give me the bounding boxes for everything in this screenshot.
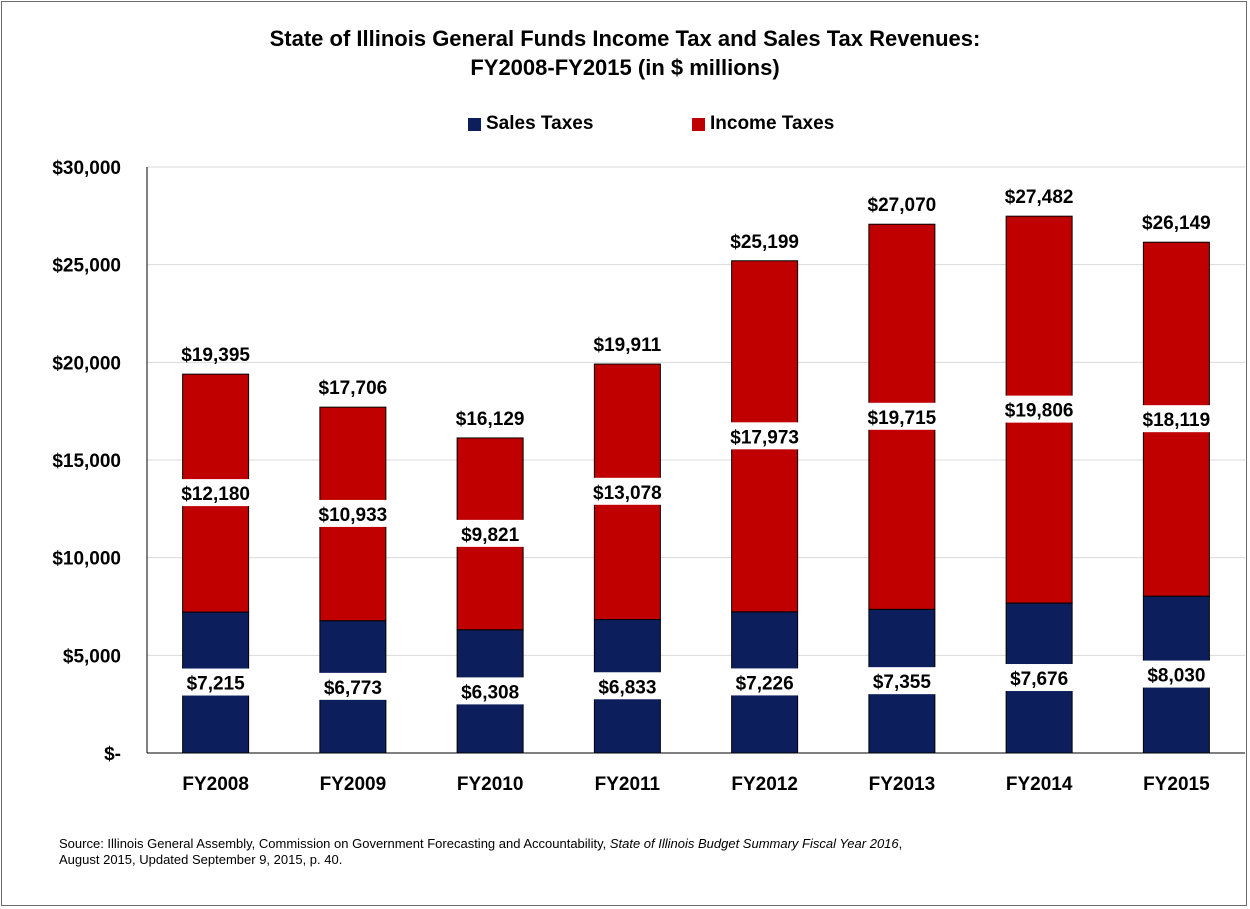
y-tick-label: $10,000 <box>52 549 121 570</box>
total-label: $26,149 <box>1142 213 1211 234</box>
x-tick-label: FY2014 <box>1006 774 1073 795</box>
legend-swatch-sales-taxes <box>468 117 481 131</box>
legend-item-sales-taxes: Sales Taxes <box>468 113 593 135</box>
total-label: $25,199 <box>730 232 799 253</box>
data-label-bg <box>169 668 262 696</box>
data-label-bg <box>993 395 1086 423</box>
total-label: $19,911 <box>594 335 662 356</box>
data-label-bg <box>444 519 537 547</box>
data-label-sales-taxes: $7,676 <box>1010 669 1068 690</box>
data-label-group: $19,806 <box>993 395 1086 423</box>
data-label-bg <box>855 667 948 695</box>
data-label-income-taxes: $19,715 <box>868 408 937 429</box>
total-label: $17,706 <box>319 378 388 399</box>
data-label-income-taxes: $18,119 <box>1143 410 1211 431</box>
chart-subtitle: FY2008-FY2015 (in $ millions) <box>470 55 780 80</box>
data-label-sales-taxes: $6,308 <box>461 682 519 703</box>
x-tick-label: FY2015 <box>1143 774 1210 795</box>
data-label-income-taxes: $13,078 <box>593 483 662 504</box>
total-label: $27,070 <box>868 195 937 216</box>
data-label-income-taxes: $10,933 <box>319 505 388 526</box>
y-tick-label: $20,000 <box>52 353 121 374</box>
data-label-group: $12,180 <box>169 479 262 507</box>
data-label-sales-taxes: $7,226 <box>736 673 794 694</box>
data-label-group: $6,833 <box>581 672 674 700</box>
source-title: State of Illinois Budget Summary Fiscal … <box>609 836 899 851</box>
data-label-income-taxes: $9,821 <box>461 525 520 546</box>
data-label-bg <box>306 499 399 527</box>
y-tick-label: $15,000 <box>52 451 121 472</box>
y-tick-label: $25,000 <box>52 256 121 277</box>
data-label-income-taxes: $12,180 <box>181 484 250 505</box>
x-tick-label: FY2011 <box>595 774 661 795</box>
data-label-sales-taxes: $7,215 <box>187 674 246 695</box>
source-line2: August 2015, Updated September 9, 2015, … <box>59 852 343 867</box>
total-label: $27,482 <box>1005 187 1074 208</box>
data-label-bg <box>718 422 811 450</box>
data-label-bg <box>444 677 537 705</box>
y-tick-label: $5,000 <box>63 646 121 667</box>
data-label-bg <box>1130 660 1223 688</box>
total-label: $16,129 <box>456 409 525 430</box>
legend-label-sales-taxes: Sales Taxes <box>486 113 594 134</box>
x-tick-label: FY2012 <box>731 774 798 795</box>
x-tick-label: FY2010 <box>457 774 524 795</box>
x-tick-label: FY2008 <box>182 774 249 795</box>
data-label-group: $7,215 <box>169 668 262 696</box>
y-tick-label: $- <box>104 744 121 765</box>
x-tick-label: FY2009 <box>320 774 387 795</box>
legend-swatch-income-taxes <box>692 117 705 131</box>
data-label-bg <box>993 664 1086 692</box>
data-label-group: $9,821 <box>444 519 537 547</box>
data-label-sales-taxes: $6,773 <box>324 678 382 699</box>
data-label-group: $6,308 <box>444 677 537 705</box>
data-label-group: $10,933 <box>306 499 399 527</box>
data-label-bg <box>718 668 811 696</box>
data-label-group: $13,078 <box>581 477 674 505</box>
x-tick-label: FY2013 <box>869 774 936 795</box>
data-label-bg <box>1130 405 1223 433</box>
source-prefix: Source: Illinois General Assembly, Commi… <box>59 836 610 851</box>
legend: Sales Taxes Income Taxes <box>0 113 1250 137</box>
y-tick-label: $30,000 <box>52 158 121 179</box>
data-label-group: $7,355 <box>855 667 948 695</box>
data-label-group: $7,676 <box>993 664 1086 692</box>
data-label-bg <box>306 672 399 700</box>
data-label-group: $8,030 <box>1130 660 1223 688</box>
chart-title: State of Illinois General Funds Income T… <box>269 26 981 51</box>
source-note: Source: Illinois General Assembly, Commi… <box>59 836 1209 868</box>
total-label: $19,395 <box>181 345 250 366</box>
data-label-group: $17,973 <box>718 422 811 450</box>
legend-item-income-taxes: Income Taxes <box>692 113 834 135</box>
data-label-income-taxes: $17,973 <box>730 427 799 448</box>
data-label-group: $6,773 <box>306 672 399 700</box>
data-label-group: $19,715 <box>855 402 948 430</box>
source-suffix: , <box>898 836 903 851</box>
data-label-sales-taxes: $8,030 <box>1147 666 1205 687</box>
data-label-bg <box>169 479 262 507</box>
data-label-group: $18,119 <box>1130 405 1223 433</box>
data-label-income-taxes: $19,806 <box>1005 401 1074 422</box>
data-label-group: $7,226 <box>718 668 811 696</box>
data-label-bg <box>581 672 674 700</box>
data-label-bg <box>855 402 948 430</box>
data-label-sales-taxes: $6,833 <box>598 677 656 698</box>
data-label-sales-taxes: $7,355 <box>873 672 932 693</box>
data-label-bg <box>581 477 674 505</box>
legend-label-income-taxes: Income Taxes <box>710 113 835 134</box>
